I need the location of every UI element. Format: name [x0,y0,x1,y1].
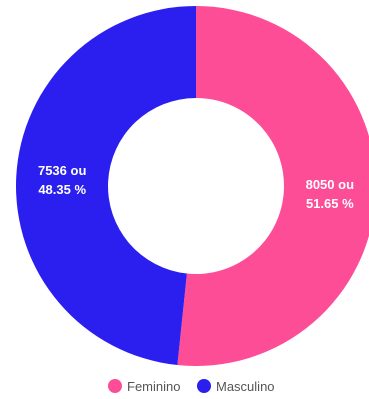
legend-swatch-masculino [197,379,211,393]
slice-label-masculino: 7536 ou 48.35 % [38,163,87,197]
slice-label-feminino: 8050 ou 51.65 % [306,177,355,211]
donut-slices [15,6,369,366]
legend-label-masculino[interactable]: Masculino [216,379,275,394]
slice-masculino [15,6,197,366]
legend-label-feminino[interactable]: Feminino [127,379,180,394]
chart-legend: Feminino Masculino [108,379,275,394]
legend-swatch-feminino [108,379,122,393]
slice-labels: 8050 ou 51.65 % 7536 ou 48.35 % [38,163,354,211]
slice-feminino [177,6,369,366]
